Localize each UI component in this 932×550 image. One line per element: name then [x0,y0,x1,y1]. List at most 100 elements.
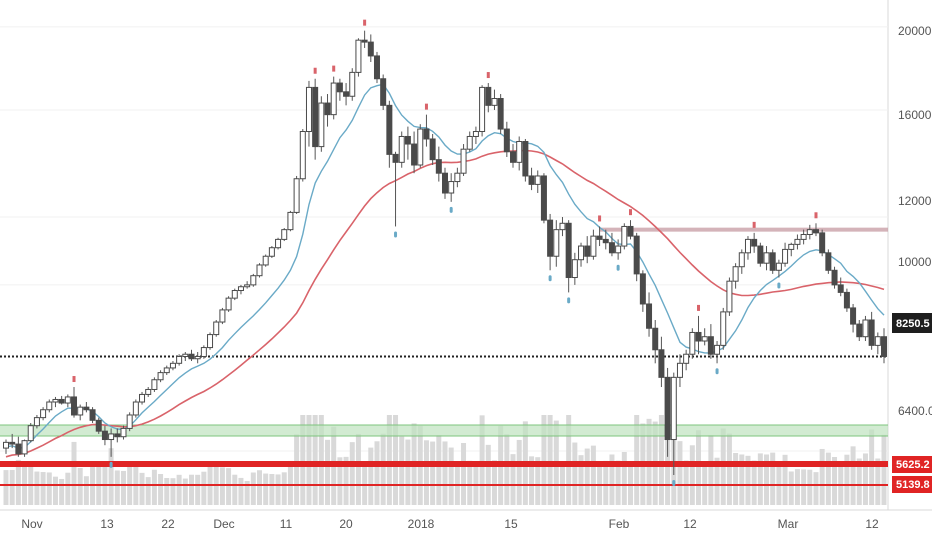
level-lines [0,227,888,486]
candle-body [163,367,170,374]
candle-body [40,409,47,419]
candle-body [169,362,176,369]
candle-body [176,355,183,364]
swing-low-marker [567,297,571,304]
candle-body [590,235,597,257]
volume-bar [399,436,405,505]
volume-bar [188,474,194,505]
swing-high-marker [697,304,701,311]
candle-body [268,247,275,257]
candle-body [244,284,251,288]
volume-bar [65,472,71,505]
x-tick-label: 2018 [408,517,435,531]
x-tick-label: 12 [865,517,879,531]
volume-bar [609,454,615,505]
candle-body [219,309,226,323]
volume-bar [448,447,454,505]
volume-bar [423,440,429,505]
candle-body [448,181,455,194]
candle-body [714,344,721,355]
volume-bar [819,448,825,505]
level-tag: 5139.8 [896,479,930,491]
ma-fast-line [5,83,885,449]
candle-body [312,86,319,148]
volume-bar [862,453,868,505]
candle-body [646,303,653,329]
volume-bar [46,472,52,505]
volume-bar [238,477,244,505]
volume-bar [461,443,467,505]
volume-bar [689,445,695,505]
volume-bar [504,434,510,505]
volume-bar [386,415,392,505]
volume-bar [733,453,739,505]
volume-bar [467,460,473,505]
resistance-line [600,227,888,232]
level-tag-bg [892,476,932,493]
candle-body [404,135,411,145]
volume-bar [40,472,46,505]
candle-body [689,331,696,355]
candle-body [479,86,486,133]
volume-bar [751,460,757,505]
volume-bar [355,433,361,505]
volume-bar [52,476,58,505]
volume-bar [83,476,89,505]
volume-bar [90,467,96,505]
candle-body [547,219,554,257]
volume-bar [176,474,182,505]
candle-body [584,245,591,257]
volume-bar [318,415,324,505]
x-tick-label: 22 [161,517,175,531]
volume-bar [151,469,157,505]
candle-body [182,353,189,357]
swing-high-marker [628,209,632,216]
candle-body [485,86,492,106]
candle-body [658,349,665,378]
y-tick-label: 12000.0 [898,194,932,208]
candle-body [850,307,857,325]
volume-bar [195,474,201,505]
volume-bar [219,467,225,505]
candle-body [528,175,535,185]
grid-layer [0,0,932,511]
candle-body [58,398,65,404]
candle-body [757,245,764,264]
last-price-tag-bg [892,313,932,333]
support-zone [0,425,888,436]
candle-body [429,138,436,161]
candle-body [361,39,368,43]
candle-body [627,225,634,237]
volume-bar [757,453,763,505]
volume-bar [300,415,306,505]
swing-low-marker [715,368,719,375]
volume-bar [850,446,856,505]
volume-bar [102,461,108,505]
candle-body [497,98,504,130]
swing-high-marker [752,221,756,228]
candle-body [120,427,127,438]
x-tick-label: 12 [683,517,697,531]
candle-body [738,252,745,268]
candle-body [553,229,560,257]
volume-bar [856,458,862,505]
candle-body [806,229,813,235]
candle-body [417,128,424,166]
candle-body [565,222,572,279]
ma-slow-line [5,149,885,458]
candle-body [516,141,523,163]
volume-bar [306,415,312,505]
volume-bar [436,435,442,505]
candle-body [788,243,795,250]
candle-body [225,297,232,311]
candle-body [89,409,96,421]
candle-body [812,229,819,234]
candle-body [683,353,690,364]
volume-bar [597,461,603,505]
volume-bar [739,454,745,505]
volume-bar [615,460,621,505]
volume-bar [182,478,188,505]
candle-body [763,252,770,264]
y-tick-label: 16000.0 [898,108,932,122]
